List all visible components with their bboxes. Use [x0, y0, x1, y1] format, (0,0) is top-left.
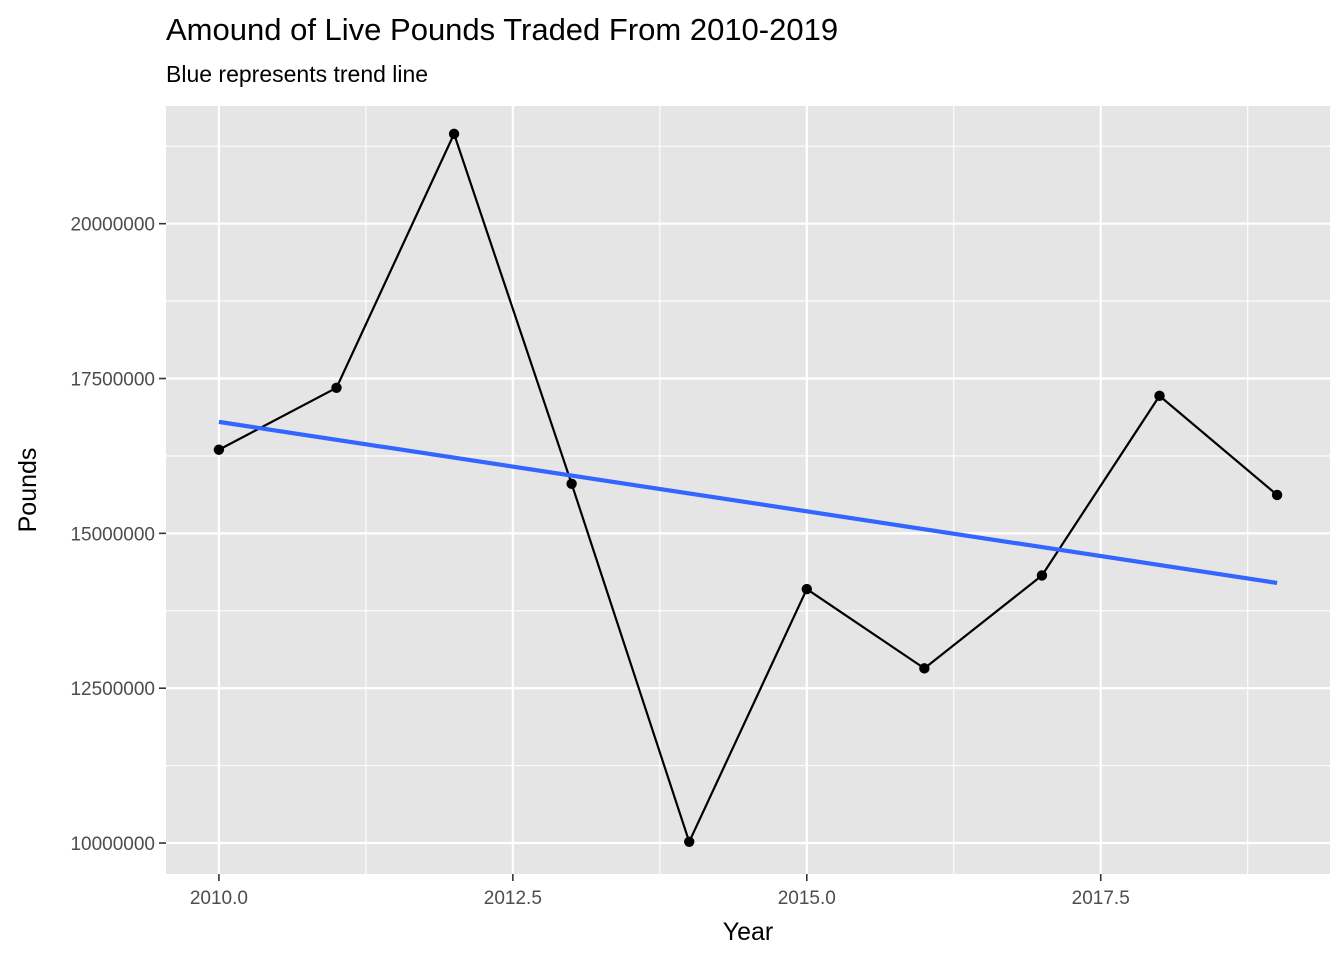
data-series: [213, 128, 1283, 847]
y-tick-label: 12500000: [70, 679, 155, 700]
data-point: [1154, 390, 1165, 402]
x-axis-title: Year: [723, 918, 774, 946]
y-tick-label: 17500000: [70, 370, 155, 391]
data-point: [566, 478, 577, 490]
trend-line: [218, 419, 1278, 585]
x-tick-label: 2015.0: [778, 888, 836, 909]
chart-subtitle: Blue represents trend line: [166, 61, 428, 87]
series-line: [218, 132, 1278, 843]
data-point: [801, 583, 812, 595]
x-axis-ticks: 2010.0 2012.5 2015.0 2017.5: [190, 874, 1130, 909]
data-point: [1036, 570, 1048, 581]
data-point: [684, 836, 695, 847]
data-point: [1271, 489, 1283, 501]
minor-gridlines: [166, 106, 1330, 874]
data-point: [919, 663, 930, 674]
data-point: [213, 444, 225, 455]
plot-panel: [166, 106, 1330, 874]
y-axis-title: Pounds: [14, 448, 42, 533]
x-tick-label: 2017.5: [1072, 888, 1130, 909]
trend-line-layer: [218, 419, 1278, 585]
major-gridlines: [166, 106, 1330, 874]
chart-title: Amound of Live Pounds Traded From 2010-2…: [166, 12, 838, 47]
y-tick-label: 15000000: [70, 524, 155, 545]
y-tick-label: 10000000: [70, 834, 155, 855]
x-tick-label: 2010.0: [190, 888, 248, 909]
data-point: [331, 382, 342, 394]
y-axis-ticks: 10000000 12500000 15000000 17500000 20000000: [70, 215, 166, 855]
data-point: [448, 128, 460, 140]
y-tick-label: 20000000: [70, 215, 155, 236]
x-tick-label: 2012.5: [484, 888, 542, 909]
